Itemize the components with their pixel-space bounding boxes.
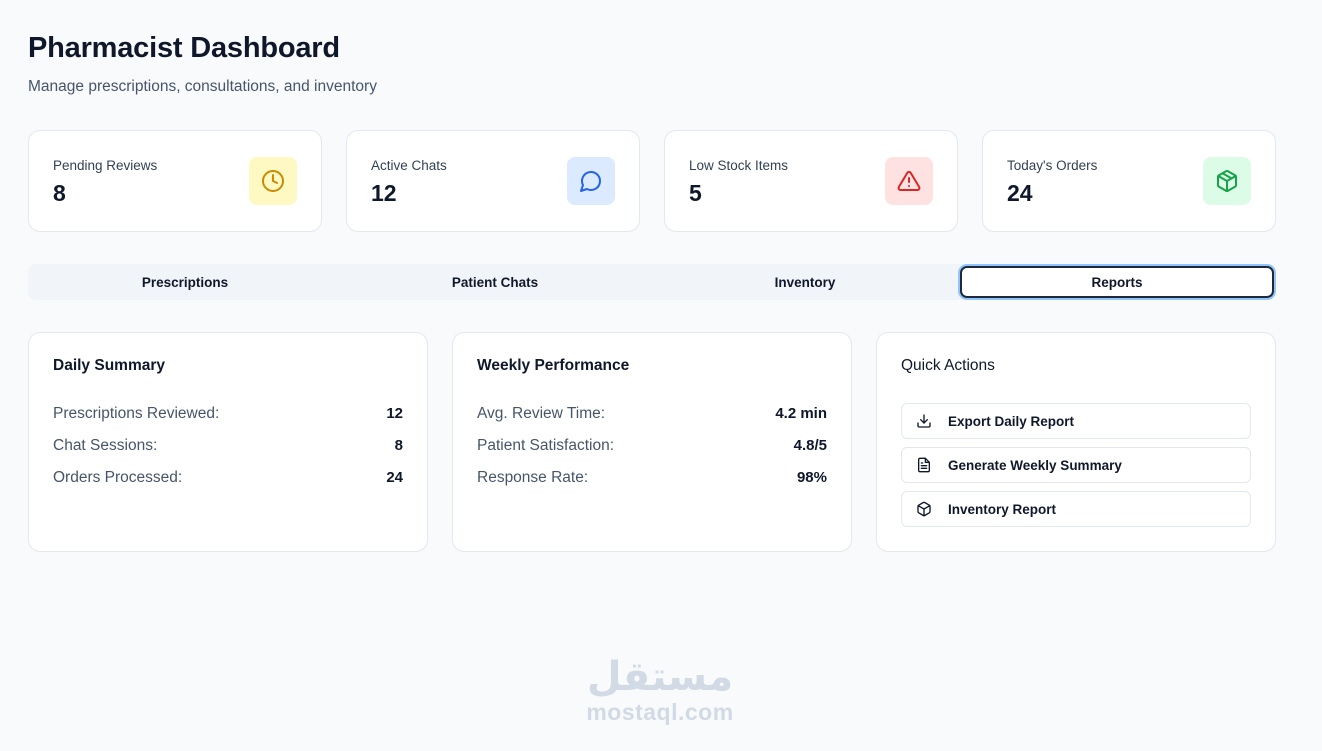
row-value: 4.8/5: [793, 437, 827, 454]
daily-summary-card: Daily Summary Prescriptions Reviewed: 12…: [28, 332, 428, 552]
page-title: Pharmacist Dashboard: [28, 32, 340, 64]
stat-value: 24: [1007, 180, 1033, 206]
tab-inventory[interactable]: Inventory: [774, 274, 836, 290]
stats-row: Pending Reviews 8 Active Chats 12 Low St…: [28, 130, 1276, 232]
tab-reports[interactable]: Reports: [960, 266, 1274, 298]
watermark-logo: مستقل: [586, 654, 734, 700]
reports-panels: Daily Summary Prescriptions Reviewed: 12…: [28, 332, 1276, 552]
performance-row: Avg. Review Time: 4.2 min: [477, 405, 827, 437]
stat-value: 12: [371, 180, 397, 206]
stat-label: Pending Reviews: [53, 158, 158, 173]
quick-actions-card: Quick Actions Export Daily Report: [876, 332, 1276, 552]
card-title: Daily Summary: [53, 357, 165, 374]
page-subtitle: Manage prescriptions, consultations, and…: [28, 78, 377, 95]
row-value: 12: [386, 405, 403, 422]
summary-rows: Prescriptions Reviewed: 12 Chat Sessions…: [53, 405, 403, 501]
watermark-url: mostaql.com: [586, 699, 734, 725]
summary-row: Chat Sessions: 8: [53, 437, 403, 469]
stat-value: 5: [689, 180, 702, 206]
card-title: Weekly Performance: [477, 357, 630, 374]
download-icon: [916, 413, 932, 429]
stat-card-active-chats: Active Chats 12: [346, 130, 640, 232]
message-circle-icon: [567, 157, 615, 205]
row-value: 8: [394, 437, 403, 454]
performance-rows: Avg. Review Time: 4.2 min Patient Satisf…: [477, 405, 827, 501]
tab-prescriptions[interactable]: Prescriptions: [141, 274, 229, 290]
inventory-report-button[interactable]: Inventory Report: [901, 491, 1251, 527]
performance-row: Response Rate: 98%: [477, 469, 827, 501]
stat-card-todays-orders: Today's Orders 24: [982, 130, 1276, 232]
export-daily-report-button[interactable]: Export Daily Report: [901, 403, 1251, 439]
package-icon: [1203, 157, 1251, 205]
weekly-performance-card: Weekly Performance Avg. Review Time: 4.2…: [452, 332, 852, 552]
row-label: Orders Processed:: [53, 469, 183, 486]
row-value: 24: [386, 469, 403, 486]
performance-row: Patient Satisfaction: 4.8/5: [477, 437, 827, 469]
row-label: Chat Sessions:: [53, 437, 158, 454]
row-value: 4.2 min: [775, 405, 827, 422]
button-label: Generate Weekly Summary: [948, 457, 1122, 473]
row-label: Patient Satisfaction:: [477, 437, 614, 454]
clock-icon: [249, 157, 297, 205]
stat-label: Today's Orders: [1007, 158, 1098, 173]
quick-actions-list: Export Daily Report Generate Weekly Summ…: [901, 403, 1251, 535]
tab-list: Prescriptions Patient Chats Inventory Re…: [28, 264, 1276, 300]
stat-card-pending-reviews: Pending Reviews 8: [28, 130, 322, 232]
generate-weekly-summary-button[interactable]: Generate Weekly Summary: [901, 447, 1251, 483]
card-title: Quick Actions: [901, 357, 995, 374]
package-icon: [916, 501, 932, 517]
row-value: 98%: [796, 469, 827, 486]
stat-label: Low Stock Items: [689, 158, 789, 173]
row-label: Avg. Review Time:: [477, 405, 606, 422]
summary-row: Orders Processed: 24: [53, 469, 403, 501]
stat-value: 8: [53, 180, 66, 206]
file-text-icon: [916, 457, 932, 473]
row-label: Response Rate:: [477, 469, 589, 486]
stat-card-low-stock: Low Stock Items 5: [664, 130, 958, 232]
button-label: Inventory Report: [948, 501, 1057, 517]
stat-label: Active Chats: [371, 158, 447, 173]
tab-patient-chats[interactable]: Patient Chats: [451, 274, 539, 290]
alert-triangle-icon: [885, 157, 933, 205]
watermark: مستقل mostaql.com: [560, 655, 760, 725]
button-label: Export Daily Report: [948, 413, 1075, 429]
summary-row: Prescriptions Reviewed: 12: [53, 405, 403, 437]
row-label: Prescriptions Reviewed:: [53, 405, 220, 422]
